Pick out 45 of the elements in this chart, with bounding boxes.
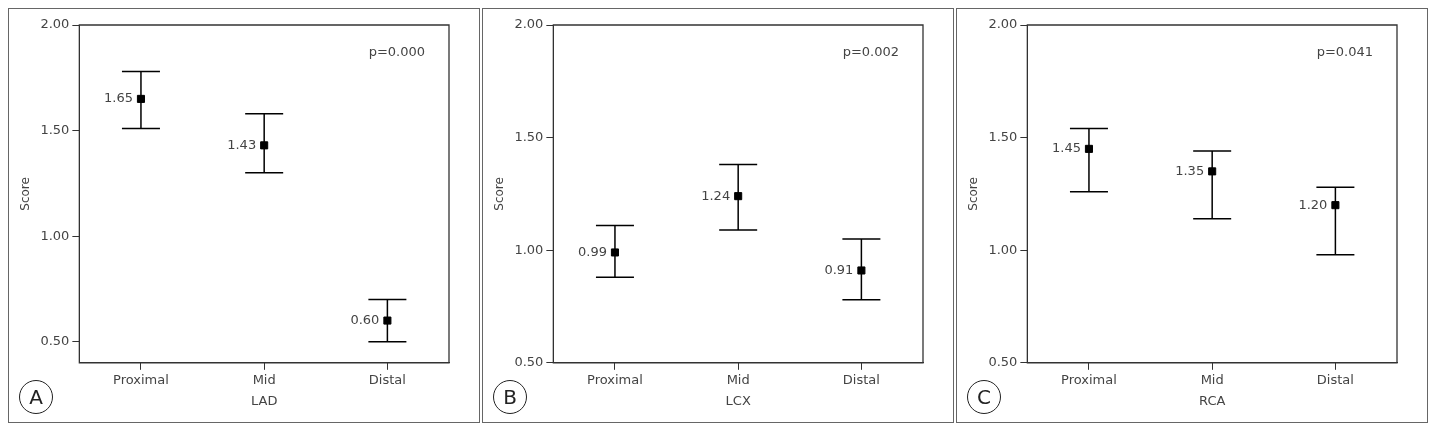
x-tick-label: Mid xyxy=(1200,371,1224,387)
y-axis-title: Score xyxy=(18,177,33,211)
data-label: 0.99 xyxy=(578,243,607,259)
x-axis-title: LCX xyxy=(725,392,751,408)
x-tick-label: Distal xyxy=(842,371,880,387)
data-label: 0.91 xyxy=(824,261,854,277)
y-tick-label: 2.00 xyxy=(514,16,544,32)
x-tick-label: Proximal xyxy=(113,371,169,387)
y-tick-label: 1.00 xyxy=(988,241,1018,257)
x-tick-label: Mid xyxy=(726,371,750,387)
text: C xyxy=(967,380,1001,414)
y-axis-title: Score xyxy=(492,177,507,211)
point xyxy=(857,266,866,275)
y-tick-label: 1.00 xyxy=(40,227,70,243)
point xyxy=(1331,201,1340,210)
data-label: 1.43 xyxy=(227,136,257,152)
y-tick-label: 1.50 xyxy=(988,128,1018,144)
annotation: p=0.041 xyxy=(1316,44,1373,60)
x-axis-title: RCA xyxy=(1198,392,1226,408)
text: B xyxy=(493,380,527,414)
y-tick-label: 2.00 xyxy=(988,16,1018,32)
data-label: 0.60 xyxy=(350,311,380,327)
data-label: 1.35 xyxy=(1175,162,1205,178)
data-label: 1.45 xyxy=(1052,140,1081,156)
annotation: p=0.000 xyxy=(368,44,425,60)
text: A xyxy=(19,380,53,414)
y-tick-label: 1.50 xyxy=(514,128,544,144)
y-tick-label: 1.00 xyxy=(514,241,544,257)
y-tick-label: 0.50 xyxy=(988,354,1018,370)
x-tick-label: Proximal xyxy=(1061,371,1117,387)
point xyxy=(383,316,392,325)
annotation: p=0.002 xyxy=(842,44,899,60)
y-axis-title: Score xyxy=(966,177,981,211)
data-label: 1.65 xyxy=(104,90,133,106)
y-tick-label: 0.50 xyxy=(514,354,544,370)
data-label: 1.20 xyxy=(1298,196,1328,212)
x-axis-title: LAD xyxy=(250,392,278,408)
y-tick-label: 2.00 xyxy=(40,16,70,32)
y-tick-label: 0.50 xyxy=(40,333,70,349)
x-tick-label: Mid xyxy=(252,371,276,387)
data-label: 1.24 xyxy=(701,187,731,203)
x-tick-label: Distal xyxy=(368,371,406,387)
x-tick-label: Proximal xyxy=(587,371,643,387)
y-tick-label: 1.50 xyxy=(40,121,70,137)
x-tick-label: Distal xyxy=(1316,371,1354,387)
